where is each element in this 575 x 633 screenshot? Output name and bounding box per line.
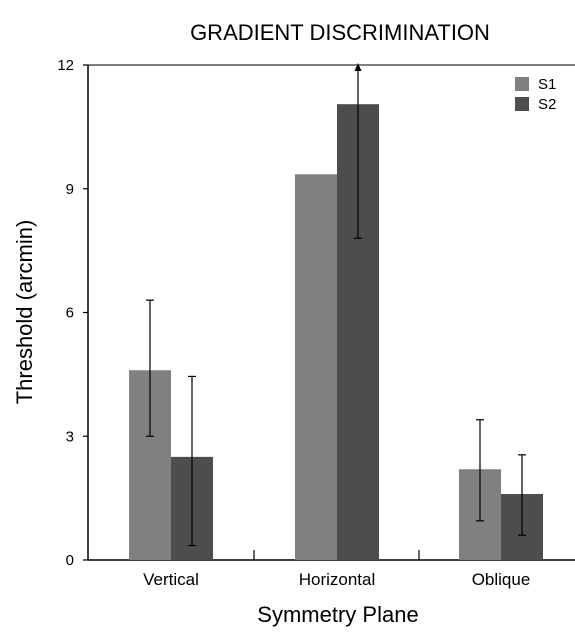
x-tick-label: Oblique — [472, 570, 531, 589]
legend-label-s2: S2 — [538, 96, 556, 113]
y-tick-label: 3 — [66, 428, 74, 445]
y-tick-label: 6 — [66, 305, 74, 322]
error-bar-horizontal-s2-arrowhead — [354, 63, 362, 71]
y-tick-label: 9 — [66, 181, 74, 198]
x-tick-label: Vertical — [143, 570, 199, 589]
plot-area: 0 3 6 9 12 Vertical Horizontal Oblique — [57, 57, 575, 589]
legend-label-s1: S1 — [538, 76, 556, 93]
x-tick-label: Horizontal — [299, 570, 376, 589]
chart-title: GRADIENT DISCRIMINATION — [190, 20, 490, 45]
legend-swatch-s2 — [515, 97, 529, 111]
y-tick-label: 12 — [57, 57, 74, 74]
y-axis-label: Threshold (arcmin) — [12, 220, 37, 405]
bar-horizontal-s1 — [295, 174, 337, 560]
x-axis-label: Symmetry Plane — [257, 602, 418, 627]
legend-swatch-s1 — [515, 77, 529, 91]
y-tick-label: 0 — [66, 552, 74, 569]
